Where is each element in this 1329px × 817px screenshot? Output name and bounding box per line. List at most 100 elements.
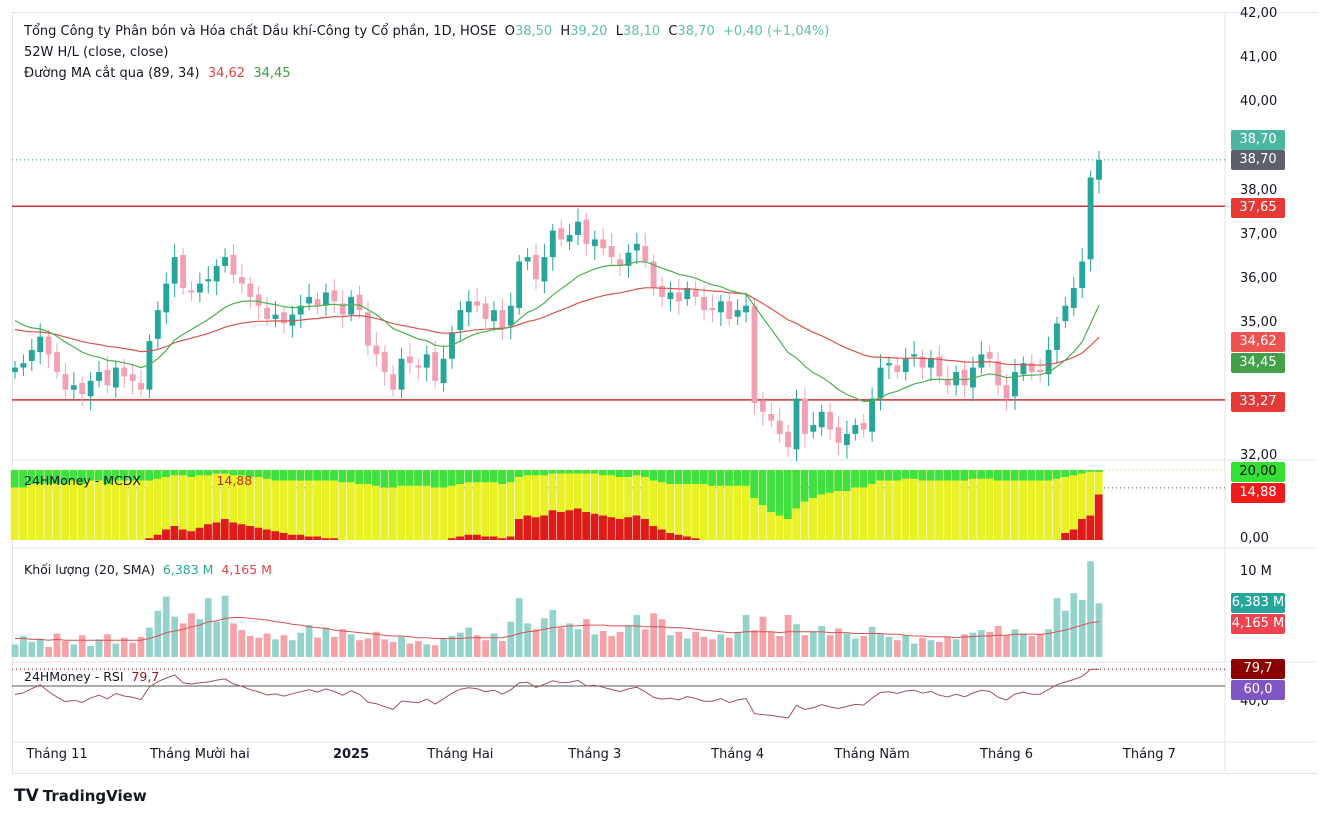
volume-bar bbox=[28, 641, 36, 657]
volume-bar bbox=[826, 635, 834, 657]
volume-value: 6,383 M bbox=[162, 562, 214, 577]
volume-bar bbox=[171, 616, 179, 657]
mcdx-hot-bar bbox=[960, 470, 969, 540]
candle-body bbox=[633, 243, 640, 251]
volume-bar bbox=[633, 615, 641, 657]
mcdx-retail-bar bbox=[565, 470, 574, 474]
candle-body bbox=[793, 398, 800, 450]
indicator-52w-label[interactable]: 52W H/L (close, close) bbox=[24, 45, 169, 60]
mcdx-banker-bar bbox=[641, 519, 649, 540]
mcdx-hot-bar bbox=[951, 470, 960, 540]
mcdx-retail-bar bbox=[951, 470, 960, 481]
candle-body bbox=[20, 363, 27, 368]
symbol-title: Tổng Công ty Phân bón và Hóa chất Dầu kh… bbox=[24, 24, 497, 39]
mcdx-hot-bar bbox=[498, 470, 506, 540]
mcdx-hot-bar bbox=[918, 470, 927, 540]
rsi-legend[interactable]: 24HMoney - RSI 79,7 bbox=[24, 669, 159, 684]
mcdx-hot-bar bbox=[935, 470, 943, 540]
mcdx-hot-bar bbox=[834, 470, 843, 540]
mcdx-retail-bar bbox=[422, 470, 431, 486]
mcdx-retail-bar bbox=[397, 470, 406, 486]
mcdx-retail-bar bbox=[1061, 470, 1069, 477]
candle-body bbox=[927, 358, 934, 368]
volume-bar bbox=[935, 641, 943, 657]
mcdx-retail-bar bbox=[817, 470, 826, 495]
mcdx-hot-bar bbox=[901, 470, 910, 540]
mcdx-banker-bar bbox=[523, 515, 532, 540]
mcdx-hot-bar bbox=[111, 470, 120, 540]
rsi-value: 79,7 bbox=[131, 669, 160, 684]
mcdx-banker-bar bbox=[279, 533, 288, 540]
candle-body bbox=[499, 310, 506, 328]
candle-body bbox=[1003, 385, 1010, 399]
mcdx-hot-bar bbox=[615, 470, 624, 540]
candle-body bbox=[37, 336, 44, 353]
tradingview-logo[interactable]: 𝗧𝗩 TradingView bbox=[14, 786, 147, 806]
candle-body bbox=[213, 265, 220, 282]
mcdx-retail-bar bbox=[506, 470, 515, 483]
mcdx-retail-bar bbox=[388, 470, 397, 488]
mcdx-banker-bar bbox=[624, 517, 633, 540]
mcdx-banker-bar bbox=[187, 531, 196, 540]
mcdx-hot-bar bbox=[825, 470, 834, 540]
mcdx-retail-bar bbox=[582, 470, 591, 474]
mcdx-banker-bar bbox=[145, 538, 154, 540]
mcdx-hot-bar bbox=[1019, 470, 1027, 540]
candle-body bbox=[835, 427, 842, 443]
mcdx-hot-bar bbox=[86, 470, 95, 540]
mcdx-hot-bar bbox=[94, 470, 103, 540]
volume-bar bbox=[238, 630, 246, 657]
volume-bar bbox=[146, 627, 153, 657]
mcdx-retail-bar bbox=[330, 470, 338, 481]
candle-body bbox=[348, 296, 355, 315]
mcdx-retail-bar bbox=[993, 470, 1002, 481]
indicator-ma-legend[interactable]: Đường MA cắt qua (89, 34) 34,62 34,45 bbox=[24, 66, 291, 81]
mcdx-hot-bar bbox=[514, 470, 523, 540]
price-tick: 38,00 bbox=[1240, 182, 1278, 198]
mcdx-hot-bar bbox=[178, 470, 187, 540]
mcdx-hot-bar bbox=[204, 470, 212, 540]
mcdx-legend[interactable]: 24HMoney - MCDX 14,88 bbox=[24, 473, 252, 488]
volume-legend[interactable]: Khối lượng (20, SMA) 6,383 M 4,165 M bbox=[24, 562, 272, 577]
candle-body bbox=[1079, 261, 1086, 289]
mcdx-banker-bar bbox=[548, 510, 557, 540]
mcdx-retail-bar bbox=[1052, 470, 1061, 479]
volume-bar bbox=[784, 615, 792, 657]
volume-bar bbox=[1036, 634, 1044, 657]
mcdx-banker-bar bbox=[657, 529, 666, 540]
volume-bar bbox=[524, 623, 531, 657]
mcdx-retail-bar bbox=[355, 470, 364, 484]
last-price-badge: 38,70 bbox=[1231, 150, 1285, 170]
mcdx-retail-bar bbox=[1002, 470, 1011, 481]
mcdx-retail-bar bbox=[472, 470, 481, 483]
candle-body bbox=[625, 252, 632, 266]
candle-body bbox=[364, 312, 371, 346]
mcdx-hot-bar bbox=[10, 470, 19, 540]
candle-body bbox=[709, 307, 716, 311]
volume-bar bbox=[322, 627, 330, 657]
volume-bar bbox=[372, 631, 380, 657]
mcdx-retail-bar bbox=[136, 470, 145, 481]
time-axis-label: Tháng 7 bbox=[1122, 747, 1176, 762]
volume-bar bbox=[507, 621, 515, 657]
mcdx-hot-bar bbox=[657, 470, 666, 540]
candle-body bbox=[87, 380, 94, 397]
mcdx-banker-bar bbox=[1094, 494, 1103, 540]
price-tick: 42,00 bbox=[1240, 6, 1278, 21]
mcdx-hot-bar bbox=[557, 470, 565, 540]
mcdx-retail-bar bbox=[783, 470, 792, 519]
price-tick: 37,00 bbox=[1240, 227, 1278, 242]
candle-body bbox=[356, 294, 363, 311]
mcdx-banker-bar bbox=[456, 536, 464, 540]
mcdx-hot-bar bbox=[1002, 470, 1011, 540]
volume-sma-line bbox=[15, 617, 1100, 641]
mcdx-hot-bar bbox=[725, 470, 733, 540]
mcdx-retail-bar bbox=[641, 470, 649, 477]
volume-bar bbox=[482, 640, 489, 657]
volume-bar bbox=[330, 636, 338, 657]
mcdx-banker-bar bbox=[229, 522, 238, 540]
volume-bar bbox=[725, 637, 733, 657]
volume-bar bbox=[835, 628, 842, 657]
mcdx-retail-bar bbox=[893, 470, 901, 481]
